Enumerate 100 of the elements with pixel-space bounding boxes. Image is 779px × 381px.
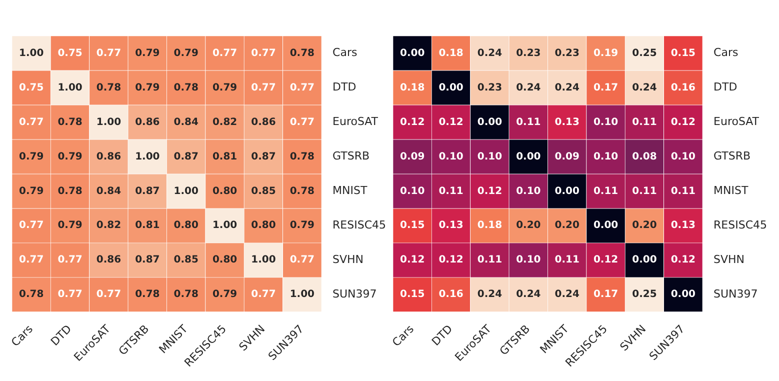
y-tick-label: SUN397 (714, 287, 758, 300)
data-label: 0.11 (516, 116, 541, 128)
data-label: 0.86 (251, 116, 276, 128)
data-label: 0.12 (400, 116, 425, 128)
y-tick-label: Cars (332, 46, 358, 60)
data-label: 0.77 (19, 220, 44, 232)
data-label: 0.19 (593, 48, 618, 59)
data-label: 1.00 (96, 116, 122, 128)
data-label: 0.77 (251, 289, 276, 300)
data-label: 0.18 (477, 220, 502, 232)
data-label: 0.86 (135, 116, 160, 128)
data-label: 0.00 (632, 254, 657, 266)
data-label: 1.00 (212, 220, 238, 232)
data-label: 0.11 (477, 254, 502, 266)
data-label: 0.80 (212, 186, 238, 197)
data-label: 0.12 (438, 116, 464, 128)
data-label: 0.77 (58, 289, 82, 300)
data-label: 0.08 (632, 151, 657, 162)
data-label: 0.23 (554, 48, 580, 59)
data-label: 0.11 (632, 186, 657, 197)
data-label: 0.78 (135, 289, 160, 300)
data-label: 0.84 (96, 186, 122, 197)
data-label: 0.25 (632, 289, 657, 300)
data-label: 0.10 (593, 151, 618, 162)
data-label: 0.77 (290, 116, 315, 128)
data-label: 0.79 (135, 48, 160, 59)
data-label: 0.17 (593, 82, 618, 94)
data-label: 0.25 (632, 48, 657, 59)
data-label: 0.24 (477, 48, 502, 59)
data-label: 0.11 (554, 254, 580, 266)
y-tick-label: SVHN (714, 252, 745, 266)
data-label: 0.77 (96, 48, 122, 59)
data-label: 0.24 (632, 82, 657, 94)
data-label: 0.87 (174, 151, 198, 162)
data-label: 0.78 (174, 82, 198, 94)
data-label: 0.81 (212, 151, 238, 162)
data-label: 0.00 (516, 151, 541, 162)
y-tick-label: SVHN (332, 252, 364, 266)
data-label: 0.78 (58, 186, 82, 197)
y-tick-label: DTD (332, 80, 356, 94)
data-label: 0.79 (58, 151, 82, 162)
data-label: 0.87 (251, 151, 276, 162)
data-label: 0.75 (19, 82, 44, 94)
data-label: 0.15 (400, 289, 425, 300)
data-label: 0.79 (174, 48, 198, 59)
data-label: 0.00 (593, 220, 618, 232)
data-label: 0.23 (516, 48, 541, 59)
data-label: 0.10 (670, 151, 696, 162)
data-label: 0.78 (290, 151, 315, 162)
data-label: 0.77 (96, 289, 122, 300)
data-label: 0.11 (593, 186, 618, 197)
data-label: 1.00 (290, 289, 315, 300)
data-label: 0.78 (290, 186, 315, 197)
data-label: 0.79 (19, 151, 44, 162)
data-label: 0.11 (632, 116, 657, 128)
data-label: 0.00 (554, 186, 580, 197)
y-tick-label: EuroSAT (714, 115, 760, 128)
data-label: 0.79 (19, 186, 44, 197)
y-tick-label: DTD (714, 80, 738, 94)
data-label: 0.77 (251, 82, 276, 94)
data-label: 0.00 (477, 116, 502, 128)
data-label: 0.15 (400, 220, 425, 232)
y-tick-label: Cars (714, 46, 738, 60)
data-label: 1.00 (135, 151, 160, 162)
data-label: 0.87 (135, 254, 160, 266)
data-label: 0.24 (477, 289, 502, 300)
data-label: 0.09 (554, 151, 580, 162)
data-label: 1.00 (58, 82, 82, 94)
data-label: 0.77 (19, 116, 44, 128)
data-label: 0.78 (96, 82, 122, 94)
data-label: 0.15 (670, 48, 696, 59)
data-label: 0.11 (438, 186, 464, 197)
data-label: 0.00 (670, 289, 696, 300)
y-tick-label: RESISC45 (332, 218, 386, 232)
data-label: 0.13 (438, 220, 464, 232)
data-label: 0.13 (554, 116, 580, 128)
y-tick-label: EuroSAT (332, 115, 378, 128)
data-label: 0.24 (516, 289, 541, 300)
data-label: 0.12 (438, 254, 464, 266)
data-label: 0.10 (400, 186, 425, 197)
data-label: 0.77 (290, 254, 315, 266)
y-tick-label: MNIST (714, 184, 748, 198)
data-label: 0.11 (670, 186, 696, 197)
data-label: 0.09 (400, 151, 425, 162)
data-label: 0.77 (290, 82, 315, 94)
data-label: 0.78 (290, 48, 315, 59)
data-label: 0.80 (174, 220, 198, 232)
data-label: 0.84 (174, 116, 198, 128)
data-label: 0.20 (554, 220, 580, 232)
data-label: 0.85 (251, 186, 276, 197)
data-label: 0.18 (400, 82, 425, 94)
data-label: 0.86 (96, 151, 122, 162)
data-label: 0.10 (477, 151, 502, 162)
data-label: 0.10 (516, 254, 541, 266)
data-label: 0.12 (593, 254, 618, 266)
data-label: 0.86 (96, 254, 122, 266)
data-label: 0.79 (135, 82, 160, 94)
data-label: 0.24 (516, 82, 541, 94)
data-label: 0.10 (438, 151, 464, 162)
data-label: 0.79 (290, 220, 315, 232)
